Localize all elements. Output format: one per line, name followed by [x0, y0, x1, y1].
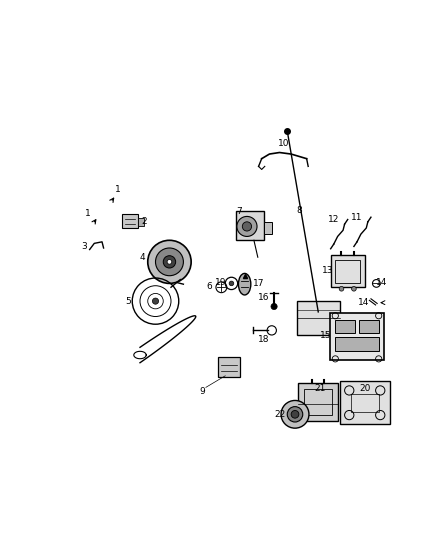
Text: 20: 20 — [359, 384, 371, 393]
Bar — [218, 357, 240, 377]
Text: 17: 17 — [253, 279, 264, 288]
Circle shape — [352, 287, 356, 291]
Bar — [359, 320, 379, 333]
Text: 4: 4 — [140, 254, 145, 262]
Bar — [298, 383, 339, 421]
Bar — [330, 313, 384, 360]
Text: 12: 12 — [328, 215, 339, 224]
Text: 5: 5 — [126, 297, 131, 305]
Bar — [264, 222, 272, 234]
Text: 21: 21 — [314, 384, 325, 393]
Text: 11: 11 — [351, 213, 363, 222]
Circle shape — [152, 298, 159, 304]
Text: 10: 10 — [279, 139, 290, 148]
Text: 1: 1 — [85, 209, 91, 218]
Bar — [236, 211, 264, 240]
Bar — [122, 214, 138, 228]
Circle shape — [237, 216, 257, 237]
Bar — [336, 320, 356, 333]
Text: 19: 19 — [215, 278, 226, 287]
Circle shape — [242, 222, 251, 231]
Circle shape — [291, 410, 299, 418]
Text: 16: 16 — [258, 293, 270, 302]
Circle shape — [163, 256, 176, 268]
Ellipse shape — [238, 273, 251, 295]
Text: 9: 9 — [199, 387, 205, 395]
Text: 22: 22 — [275, 410, 286, 419]
Circle shape — [287, 407, 303, 422]
Circle shape — [281, 400, 309, 428]
Text: 3: 3 — [81, 242, 87, 251]
Text: 2: 2 — [141, 217, 147, 227]
Bar — [336, 260, 360, 282]
Bar — [340, 381, 389, 424]
Circle shape — [229, 281, 234, 286]
Circle shape — [148, 240, 191, 284]
Text: 14: 14 — [357, 298, 369, 307]
Text: 6: 6 — [206, 282, 212, 291]
Text: 15: 15 — [319, 332, 331, 340]
Circle shape — [271, 303, 277, 310]
Bar — [297, 301, 340, 335]
Bar — [331, 255, 365, 287]
Text: 13: 13 — [322, 266, 333, 275]
Text: 18: 18 — [258, 335, 270, 344]
Bar — [336, 337, 379, 351]
Bar — [138, 218, 144, 225]
Bar — [304, 389, 332, 415]
Text: 8: 8 — [296, 206, 302, 215]
Circle shape — [155, 248, 184, 276]
Circle shape — [339, 287, 344, 291]
Text: 1: 1 — [116, 185, 121, 194]
Text: 7: 7 — [237, 207, 242, 216]
Text: 14: 14 — [376, 278, 388, 287]
Circle shape — [167, 260, 172, 264]
Bar — [351, 393, 379, 412]
